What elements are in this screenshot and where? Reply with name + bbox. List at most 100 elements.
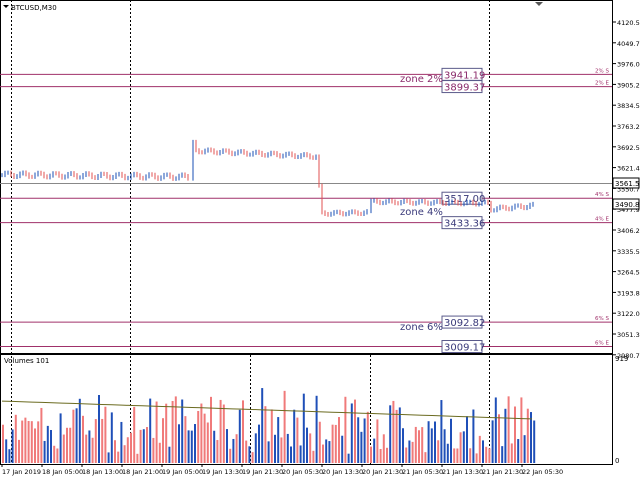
volume-bar bbox=[507, 396, 510, 463]
time-label: 22 Jan 05:30 bbox=[522, 468, 563, 476]
volume-bar bbox=[203, 413, 206, 463]
volume-bar bbox=[53, 445, 56, 463]
bid-price-label: 3561.51 bbox=[615, 180, 640, 188]
volume-bar bbox=[283, 390, 286, 463]
volume-bar bbox=[318, 421, 321, 463]
time-label: 19 Jan 21:30 bbox=[242, 468, 283, 476]
time-label: 21 Jan 13:30 bbox=[442, 468, 483, 476]
volume-bar bbox=[520, 397, 523, 463]
volume-bar bbox=[309, 433, 312, 463]
volume-bar bbox=[5, 439, 8, 463]
volume-bar bbox=[162, 418, 164, 463]
volume-bar bbox=[533, 420, 536, 463]
volume-bar bbox=[114, 440, 116, 463]
price-tick-label: 3264.55 bbox=[617, 269, 640, 277]
zone-name: zone 4% bbox=[400, 207, 443, 218]
volume-bar bbox=[360, 431, 363, 463]
zone-name: zone 6% bbox=[400, 322, 443, 333]
volume-bar bbox=[91, 437, 94, 463]
volume-bar bbox=[174, 396, 177, 463]
price-tick-label: 3550.70 bbox=[617, 185, 640, 193]
volume-bar bbox=[94, 419, 97, 463]
volume-bar bbox=[488, 448, 491, 463]
volume-bar bbox=[158, 442, 161, 463]
time-label: 19 Jan 05:00 bbox=[162, 468, 203, 476]
zone-end-value: 3899.37 bbox=[444, 83, 485, 94]
volume-bar bbox=[59, 413, 62, 463]
time-label: 21 Jan 05:30 bbox=[402, 468, 443, 476]
volume-bar bbox=[229, 448, 232, 463]
volume-bar bbox=[306, 427, 308, 463]
time-label: 20 Jan 05:30 bbox=[282, 468, 323, 476]
volume-bar bbox=[523, 435, 526, 463]
bid-price-tag: 3561.51 bbox=[612, 177, 640, 189]
volume-bar bbox=[299, 445, 302, 463]
volume-bar bbox=[277, 417, 280, 463]
volume-bar bbox=[514, 406, 516, 463]
volume-bar bbox=[296, 417, 299, 463]
zone-start-value: 3941.19 bbox=[444, 70, 485, 81]
volume-bar bbox=[88, 430, 91, 463]
volume-bar bbox=[456, 448, 459, 463]
current-price-label: 3490.80 bbox=[615, 201, 640, 209]
volume-bar bbox=[517, 439, 520, 463]
volume-bar bbox=[494, 397, 497, 463]
volume-bar bbox=[110, 412, 113, 463]
volume-bar bbox=[475, 453, 478, 463]
time-label: 20 Jan 13:30 bbox=[322, 468, 363, 476]
zone-end-value: 3009.17 bbox=[444, 343, 485, 354]
price-tick-label: 3621.45 bbox=[617, 165, 640, 173]
volume-bar bbox=[459, 432, 462, 463]
volume-bar bbox=[168, 446, 171, 463]
volume-bar bbox=[187, 430, 190, 463]
volume-bar bbox=[267, 441, 270, 463]
volume-bar bbox=[504, 408, 507, 463]
volume-bar bbox=[443, 429, 446, 463]
volume-bar bbox=[213, 430, 216, 463]
chart-shift-marker-icon[interactable] bbox=[535, 2, 543, 6]
volume-bar bbox=[190, 430, 193, 463]
zone-start-tag: 2% S bbox=[595, 68, 609, 74]
volume-bar bbox=[290, 446, 292, 463]
chart-menu-arrow-icon[interactable] bbox=[3, 5, 9, 8]
volume-bars bbox=[2, 388, 536, 463]
volume-bar bbox=[421, 427, 424, 463]
volume-panel-frame bbox=[0, 354, 613, 465]
zone-end-tag: 4% E bbox=[595, 217, 609, 223]
volume-bar bbox=[242, 400, 244, 463]
volume-bar bbox=[469, 448, 472, 463]
volume-bar bbox=[373, 438, 376, 463]
volume-bar bbox=[66, 427, 68, 463]
price-tick-label: 3763.25 bbox=[617, 123, 640, 131]
volume-bar bbox=[194, 424, 196, 463]
volume-bar bbox=[238, 409, 241, 463]
volume-bar bbox=[427, 421, 430, 463]
volume-bar bbox=[341, 435, 344, 463]
zone-start-value: 3517.00 bbox=[444, 194, 485, 205]
volume-bar bbox=[14, 414, 17, 463]
volume-bar bbox=[392, 400, 395, 463]
volume-bar bbox=[133, 406, 136, 463]
volume-bar bbox=[338, 417, 340, 463]
volume-bar bbox=[347, 453, 350, 463]
time-label: 17 Jan 2019 bbox=[2, 468, 41, 476]
volume-axis-min: 0 bbox=[615, 457, 619, 465]
volume-bar bbox=[331, 424, 334, 463]
price-tick-label: 3905.25 bbox=[617, 81, 640, 89]
volume-bar bbox=[344, 396, 347, 463]
volume-bar bbox=[526, 408, 529, 463]
volume-bar bbox=[312, 450, 315, 463]
volume-bar bbox=[210, 396, 212, 463]
price-tick-label: 3051.30 bbox=[617, 331, 640, 339]
volume-bar bbox=[405, 447, 408, 463]
volume-bar bbox=[50, 429, 52, 463]
volume-bar bbox=[117, 451, 120, 463]
period-separators bbox=[11, 0, 490, 464]
volume-bar bbox=[370, 446, 372, 463]
volume-bar bbox=[149, 398, 152, 463]
volume-bar bbox=[155, 401, 158, 463]
volume-bar bbox=[46, 425, 49, 463]
time-label: 19 Jan 13:30 bbox=[202, 468, 243, 476]
